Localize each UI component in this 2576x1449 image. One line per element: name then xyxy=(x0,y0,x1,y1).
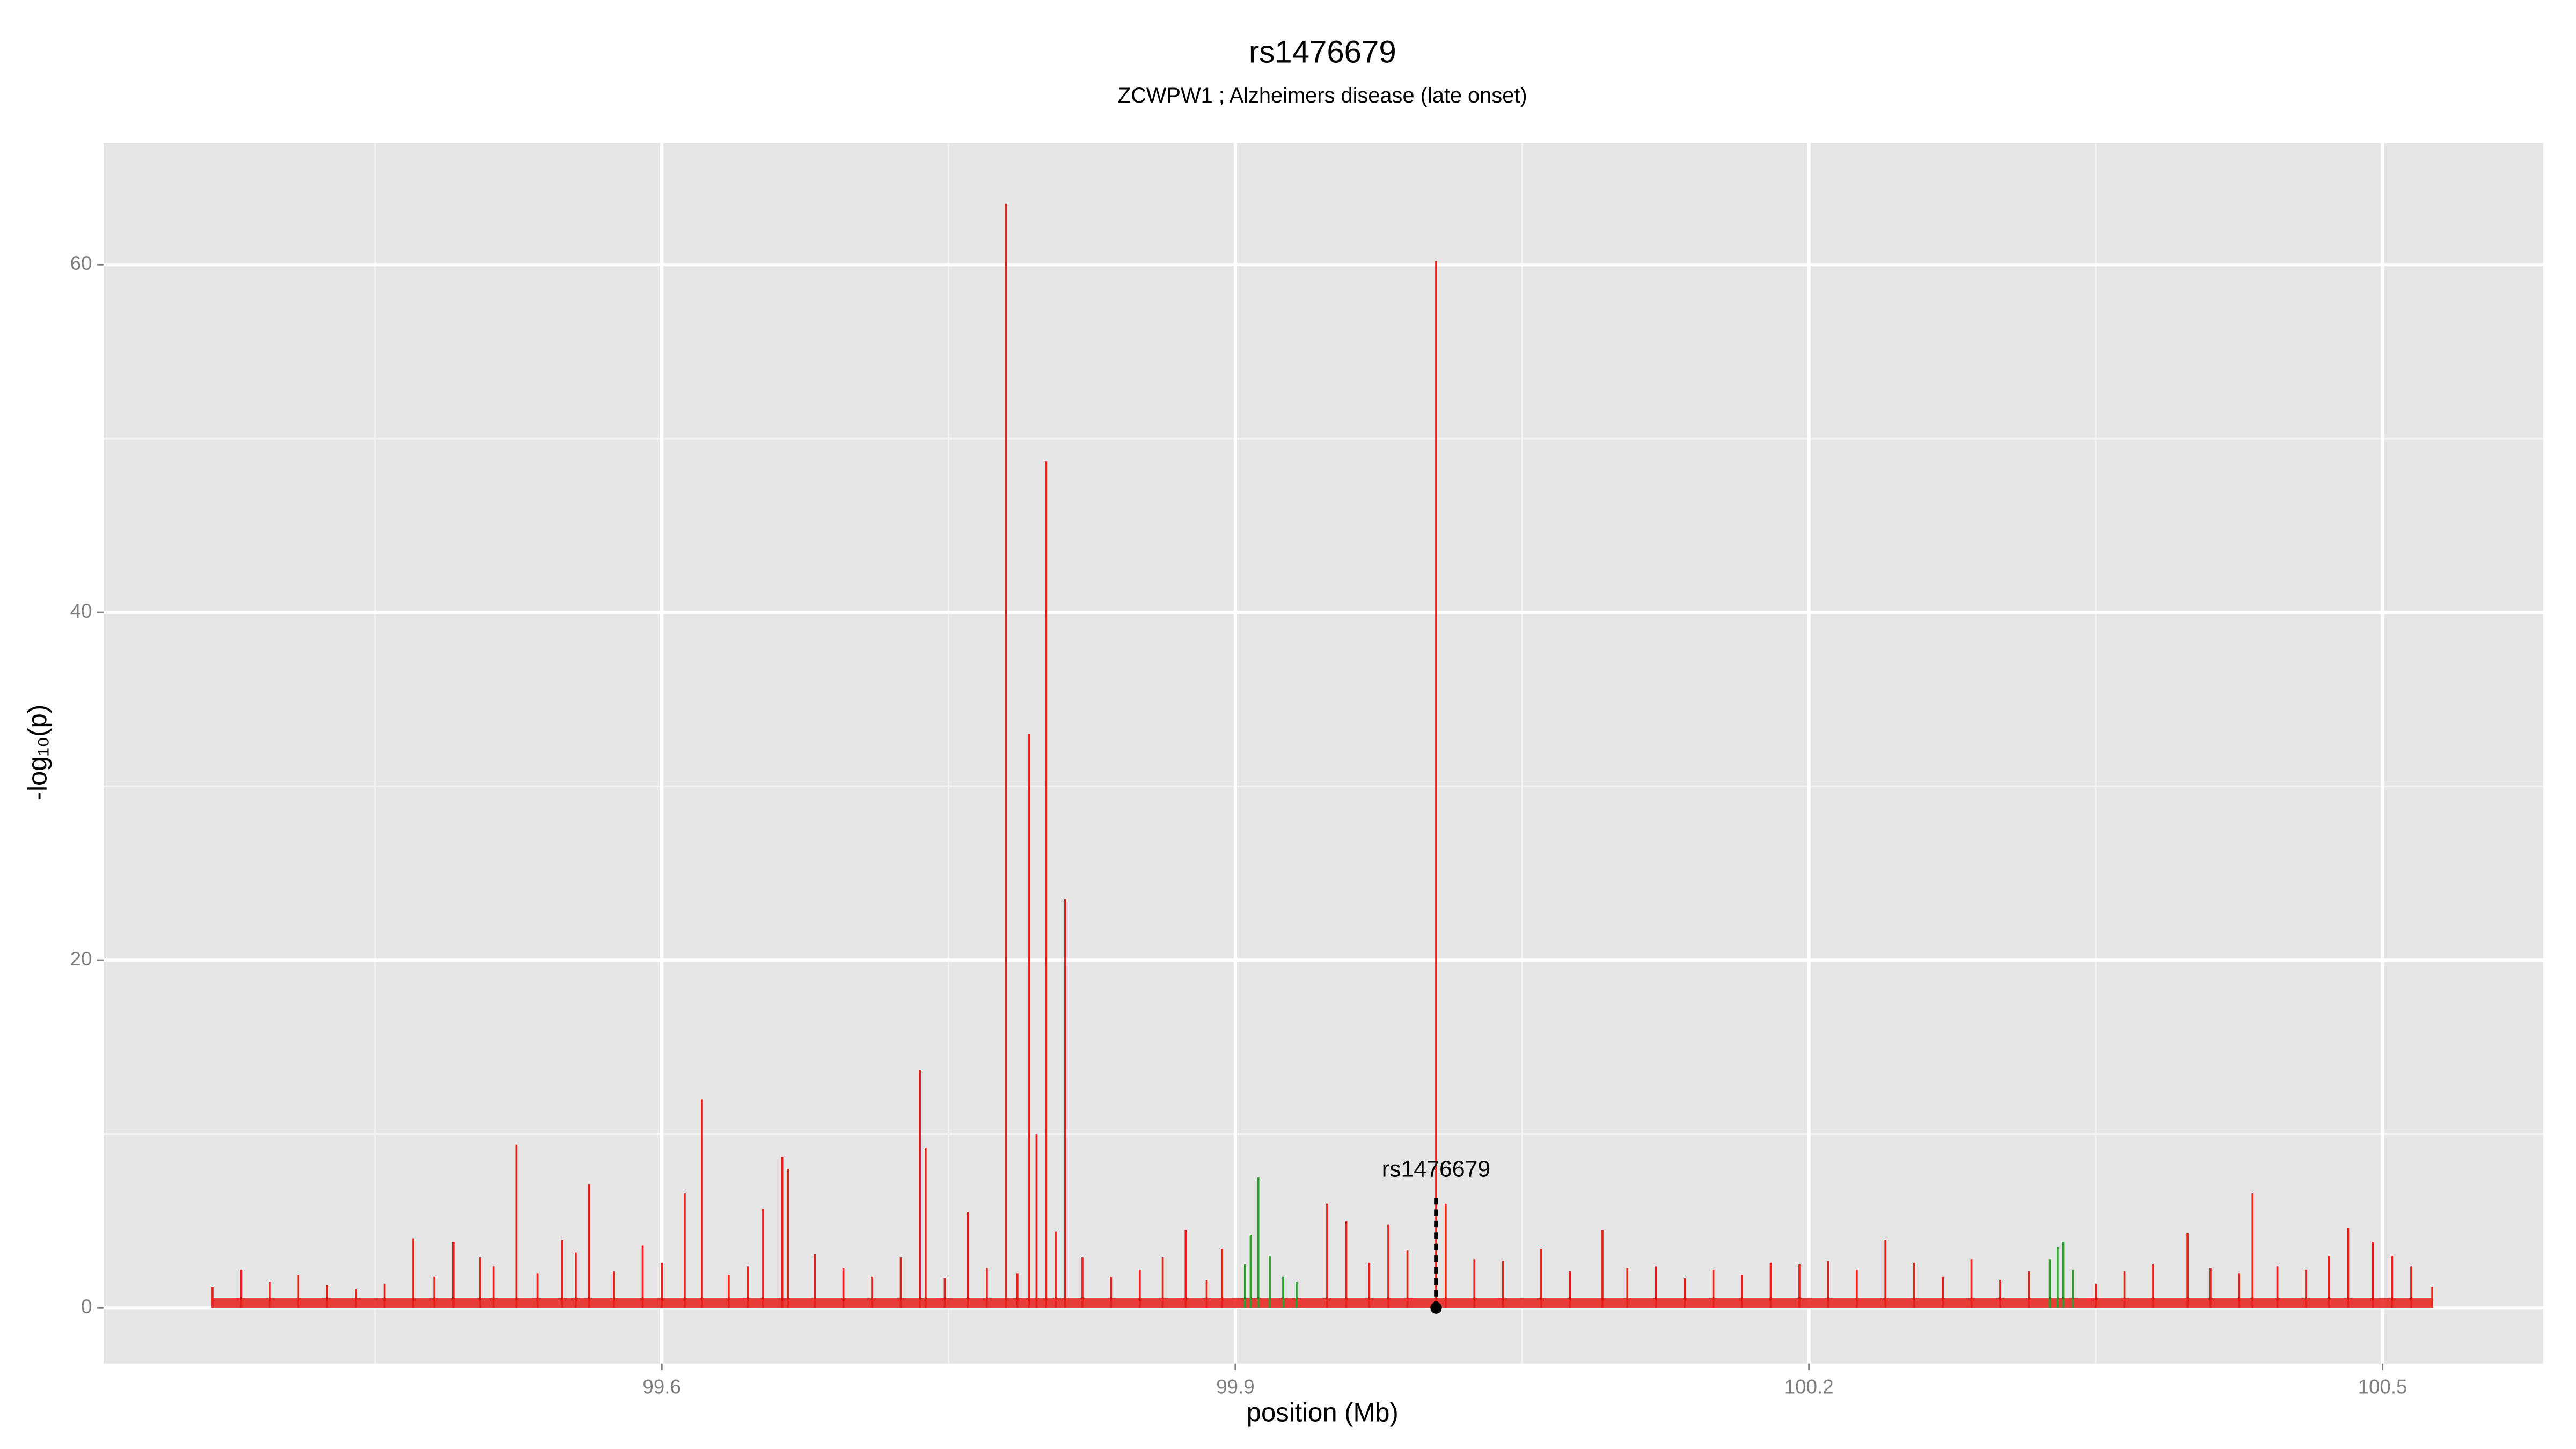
chart-title: rs1476679 xyxy=(1249,34,1396,69)
snp-marker xyxy=(1430,1302,1442,1314)
baseline-band xyxy=(212,1298,2433,1308)
x-tick-label: 99.6 xyxy=(642,1375,680,1397)
y-tick-label: 0 xyxy=(81,1296,92,1318)
y-tick-label: 40 xyxy=(70,600,92,622)
x-tick-label: 99.9 xyxy=(1216,1375,1254,1397)
marks: rs1476679 xyxy=(211,203,2433,1314)
annotation-label: rs1476679 xyxy=(1382,1156,1490,1182)
x-tick-label: 100.5 xyxy=(2358,1375,2407,1397)
y-tick-label: 60 xyxy=(70,252,92,274)
chart-subtitle: ZCWPW1 ; Alzheimers disease (late onset) xyxy=(1118,84,1527,107)
plot-panel xyxy=(103,143,2543,1364)
y-tick-label: 20 xyxy=(70,948,92,970)
x-axis-label: position (Mb) xyxy=(1247,1399,1399,1428)
x-tick-label: 100.2 xyxy=(1784,1375,1834,1397)
y-axis-label: -log₁₀(p) xyxy=(23,705,52,800)
grid xyxy=(103,143,2543,1364)
